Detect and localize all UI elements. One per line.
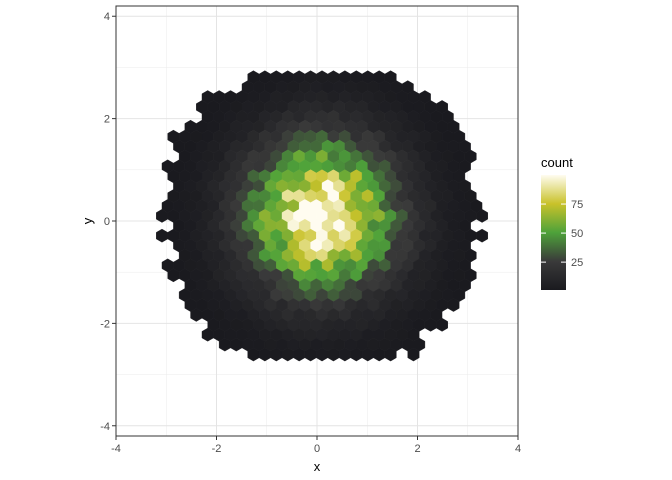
- legend: count 25 50 75: [541, 155, 583, 290]
- hex-bin: [407, 347, 420, 362]
- legend-colorbar: [541, 175, 566, 290]
- y-tick-label: -4: [100, 421, 110, 433]
- y-tick-label: 0: [104, 216, 110, 228]
- x-tick-label: -4: [111, 443, 121, 455]
- y-tick-label: -2: [100, 318, 110, 330]
- hex-bin: [436, 317, 448, 332]
- x-tick-label: -2: [212, 443, 222, 455]
- legend-ticks: 25 50 75: [541, 199, 583, 269]
- x-tick-label: 2: [414, 443, 420, 455]
- y-tick-label: 2: [104, 114, 110, 126]
- hex-bin: [447, 298, 460, 312]
- legend-tick-label: 25: [571, 257, 583, 269]
- x-tick-label: 0: [314, 443, 320, 455]
- hex-bin: [476, 228, 488, 243]
- hex-bin: [476, 209, 488, 223]
- x-axis-ticks: -4 -2 0 2 4: [111, 436, 521, 455]
- x-axis-title: x: [314, 459, 321, 474]
- y-axis-ticks: -4 -2 0 2 4: [100, 11, 116, 433]
- y-axis-title: y: [80, 217, 95, 224]
- legend-tick-label: 50: [571, 228, 583, 240]
- hex-bins: [156, 70, 488, 362]
- x-tick-label: 4: [515, 443, 521, 455]
- hex-bin: [384, 347, 397, 362]
- y-tick-label: 4: [104, 11, 110, 23]
- legend-title: count: [541, 155, 573, 170]
- legend-tick-label: 75: [571, 199, 583, 211]
